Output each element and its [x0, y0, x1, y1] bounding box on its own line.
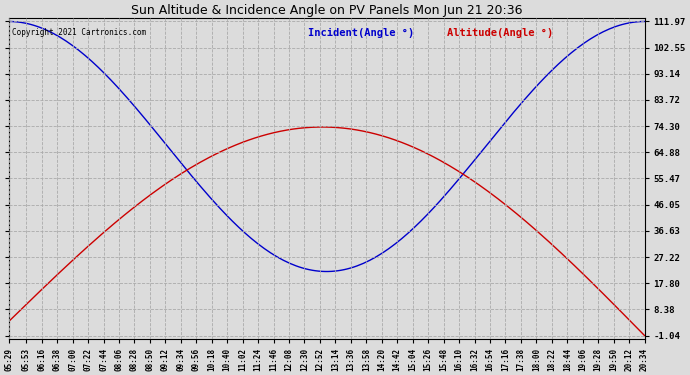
Text: Copyright 2021 Cartronics.com: Copyright 2021 Cartronics.com [12, 28, 146, 37]
Text: Incident(Angle °): Incident(Angle °) [308, 28, 414, 38]
Text: Altitude(Angle °): Altitude(Angle °) [447, 28, 553, 38]
Title: Sun Altitude & Incidence Angle on PV Panels Mon Jun 21 20:36: Sun Altitude & Incidence Angle on PV Pan… [131, 4, 522, 17]
